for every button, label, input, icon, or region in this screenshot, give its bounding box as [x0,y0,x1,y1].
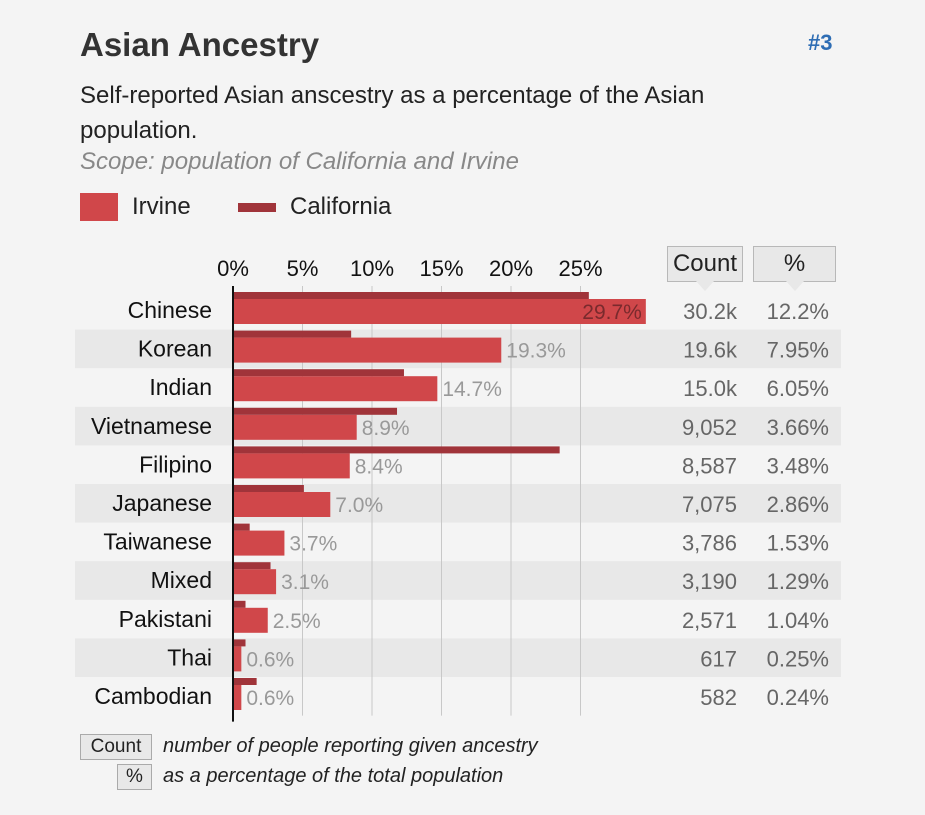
x-tick-label: 0% [217,256,249,281]
california-bar [233,446,560,454]
california-bar [233,407,398,415]
key-percent-description: as a percentage of the total population [163,765,504,787]
california-bar [233,330,352,338]
percent-value: 6.05% [767,376,829,401]
percent-value: 1.29% [767,569,829,594]
key-count-description: number of people reporting given ancestr… [163,735,538,757]
irvine-value-label: 29.7% [582,301,642,324]
irvine-bar [233,414,357,440]
irvine-value-label: 3.1% [281,571,329,594]
x-tick-label: 15% [419,256,463,281]
legend-swatch-california [238,202,276,212]
category-label: Taiwanese [103,529,212,555]
california-bar [233,523,250,531]
category-label: Mixed [151,567,212,593]
row-band [75,406,841,446]
irvine-bar [233,646,242,672]
count-value: 617 [700,646,737,671]
row-band [75,638,841,677]
irvine-bar [233,569,277,595]
percent-value: 0.25% [767,646,829,671]
california-bar [233,639,246,647]
percent-value: 3.48% [767,453,829,478]
category-label: Chinese [128,297,212,323]
category-label: Thai [167,644,212,670]
irvine-value-label: 8.4% [355,455,403,478]
x-tick-label: 20% [489,256,533,281]
count-value: 8,587 [682,453,737,478]
x-tick-label: 25% [558,256,602,281]
category-label: Indian [149,374,212,400]
category-label: Pakistani [119,606,212,632]
count-value: 15.0k [683,376,738,401]
irvine-value-label: 7.0% [335,494,383,517]
irvine-bar [233,530,285,556]
legend-california: California [238,192,391,222]
row-band [75,484,841,523]
irvine-bar [233,299,646,324]
x-tick-label: 5% [287,256,319,281]
irvine-bar [233,607,268,633]
count-value: 3,786 [682,531,737,556]
category-label: Filipino [139,451,212,477]
california-bar [233,678,257,685]
california-bar [233,292,589,299]
category-label: Korean [138,336,212,362]
count-header-label: Count [672,250,738,277]
irvine-value-label: 0.6% [246,648,294,671]
category-label: Japanese [112,490,212,516]
category-label: Cambodian [94,683,212,709]
category-label: Vietnamese [91,413,212,439]
percent-header-label: % [783,250,806,277]
irvine-value-label: 0.6% [246,687,294,710]
irvine-bar [233,376,438,402]
rank-link[interactable]: #3 [808,30,833,55]
percent-value: 7.95% [767,338,829,363]
count-value: 2,571 [682,608,737,633]
legend-irvine: Irvine [80,192,191,222]
irvine-value-label: 14.7% [442,378,502,401]
percent-column-header[interactable]: % [753,246,836,291]
count-value: 7,075 [682,492,737,517]
california-bar [233,562,271,570]
count-value: 9,052 [682,415,737,440]
irvine-bar [233,453,350,479]
irvine-bar [233,685,242,710]
legend-label-california: California [290,193,392,220]
x-tick-label: 10% [350,256,394,281]
chart-title: Asian Ancestry [80,26,320,63]
california-bar [233,485,304,492]
legend-label-irvine: Irvine [132,193,191,220]
percent-value: 1.04% [767,608,829,633]
row-band [75,561,841,600]
irvine-value-label: 3.7% [289,533,337,556]
percent-value: 1.53% [767,531,829,556]
california-bar [233,600,246,608]
irvine-value-label: 8.9% [362,417,410,440]
irvine-bar [233,337,502,363]
percent-value: 12.2% [767,299,829,324]
chart-subtitle: Self-reported Asian anscestry as a perce… [80,82,705,144]
count-value: 30.2k [683,299,738,324]
irvine-bar [233,492,331,517]
count-header-pointer [696,281,714,291]
percent-header-pointer [785,281,804,291]
percent-value: 2.86% [767,492,829,517]
california-bar [233,369,404,377]
count-value: 19.6k [683,338,738,363]
percent-value: 0.24% [767,685,829,710]
key-percent-box[interactable]: % [117,764,152,790]
chart-scope: Scope: population of California and Irvi… [80,148,519,175]
percent-value: 3.66% [767,415,829,440]
count-column-header[interactable]: Count [667,246,743,291]
irvine-value-label: 2.5% [273,610,321,633]
count-value: 3,190 [682,569,737,594]
irvine-value-label: 19.3% [506,340,566,363]
legend-swatch-irvine [80,193,118,221]
key-count-box[interactable]: Count [80,734,152,760]
count-value: 582 [700,685,737,710]
